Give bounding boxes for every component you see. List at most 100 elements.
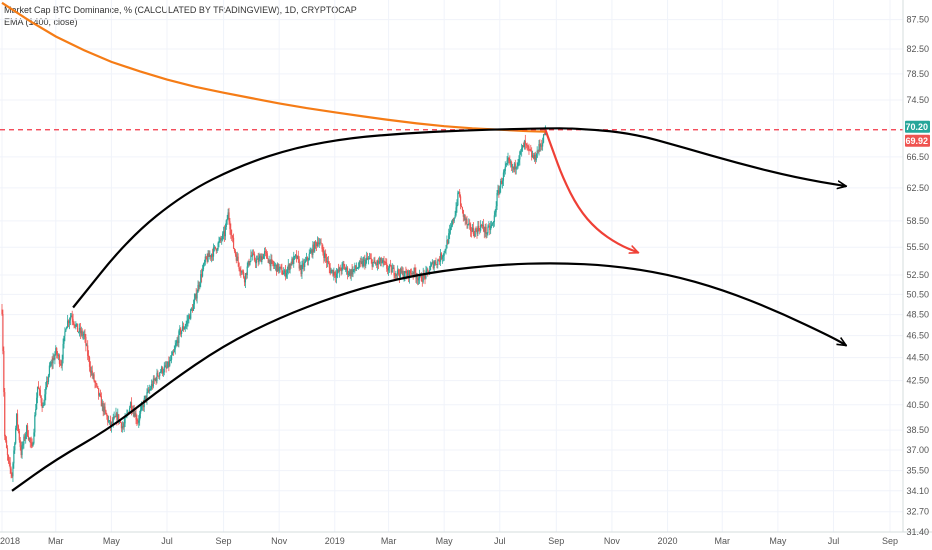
candle <box>190 308 192 321</box>
candle-body <box>15 428 17 444</box>
candle-body <box>243 277 246 283</box>
candle <box>494 209 496 218</box>
candle <box>22 441 24 450</box>
candle-body <box>142 405 144 408</box>
candle-body <box>378 261 381 264</box>
candle-body <box>78 328 81 332</box>
candle <box>157 370 159 377</box>
candle <box>516 162 518 170</box>
candle-body <box>147 389 149 393</box>
candle-body <box>362 260 364 266</box>
candle <box>460 203 463 208</box>
candle-body <box>15 413 18 429</box>
candle <box>327 256 329 265</box>
candle-body <box>28 438 30 440</box>
candle-body <box>60 364 62 366</box>
candle-body <box>541 145 543 147</box>
time-tick-label: Jul <box>161 536 173 546</box>
candle-body <box>69 317 71 321</box>
candle-body <box>370 258 372 260</box>
time-axis-labels: 2018 Mar May Jul Sep Nov 2019 Mar May Jul Sep Nov 20… <box>0 536 898 546</box>
candle <box>45 381 47 401</box>
candle-body <box>145 395 147 400</box>
candle <box>206 253 208 264</box>
candle <box>44 389 46 406</box>
candle <box>312 240 314 259</box>
candle-body <box>260 256 262 263</box>
candle <box>291 256 293 266</box>
candle <box>390 264 392 275</box>
candle <box>303 259 305 272</box>
candle <box>183 326 185 330</box>
candle <box>522 142 525 148</box>
candle <box>290 261 292 269</box>
candle-body <box>262 256 264 259</box>
candle-body <box>150 388 152 390</box>
candle <box>325 253 328 268</box>
candle-body <box>454 215 456 218</box>
candle <box>480 223 483 228</box>
candle-body <box>249 261 251 265</box>
candle-body <box>222 233 224 240</box>
time-tick-label: Mar <box>381 536 397 546</box>
candle-body <box>111 421 113 424</box>
candle-body <box>501 180 503 184</box>
candle <box>173 345 175 353</box>
candle <box>21 441 23 459</box>
candle-body <box>83 334 85 336</box>
candle <box>421 275 423 287</box>
candle <box>41 398 43 412</box>
candle-body <box>520 150 522 152</box>
candle-body <box>99 393 102 397</box>
candle <box>483 226 485 239</box>
candle <box>362 257 364 269</box>
candle <box>481 221 484 229</box>
candle <box>399 267 402 280</box>
candle <box>25 431 27 444</box>
candle-body <box>219 238 221 242</box>
candle-body <box>459 196 462 206</box>
candle-body <box>202 263 205 270</box>
candle <box>317 237 319 247</box>
candle <box>322 244 324 256</box>
candle <box>269 259 271 271</box>
candle-body <box>22 444 24 446</box>
candle <box>490 221 492 234</box>
candle-body <box>393 267 395 276</box>
candle <box>309 247 311 254</box>
candle <box>199 281 201 290</box>
candle-body <box>50 362 52 366</box>
candle-body <box>509 160 511 164</box>
candle <box>360 256 362 265</box>
candle-body <box>200 274 202 284</box>
candle-body <box>459 192 461 197</box>
candle-body <box>212 254 214 257</box>
candle-body <box>92 374 94 376</box>
candle <box>330 267 332 274</box>
candle-body <box>31 442 33 447</box>
candle <box>256 255 258 260</box>
ema-value-tag-bg <box>905 134 930 147</box>
candle-body <box>336 269 339 274</box>
candle <box>166 361 168 369</box>
candle-body <box>335 273 338 278</box>
candle-body <box>414 268 416 273</box>
candle-body <box>43 405 45 406</box>
candle <box>179 325 181 336</box>
candle-body <box>304 260 307 262</box>
candle-body <box>112 418 114 424</box>
candle-body <box>156 372 158 382</box>
candle <box>184 323 186 332</box>
candle-body <box>283 272 285 275</box>
candle <box>134 410 136 417</box>
candle-body <box>168 361 170 366</box>
candle <box>363 256 365 267</box>
candle-body <box>25 434 27 439</box>
candle-body <box>344 265 346 270</box>
candle-body <box>532 155 535 159</box>
candle <box>314 241 316 253</box>
candle <box>455 202 457 217</box>
candle-body <box>93 374 95 382</box>
candle-body <box>309 252 311 254</box>
